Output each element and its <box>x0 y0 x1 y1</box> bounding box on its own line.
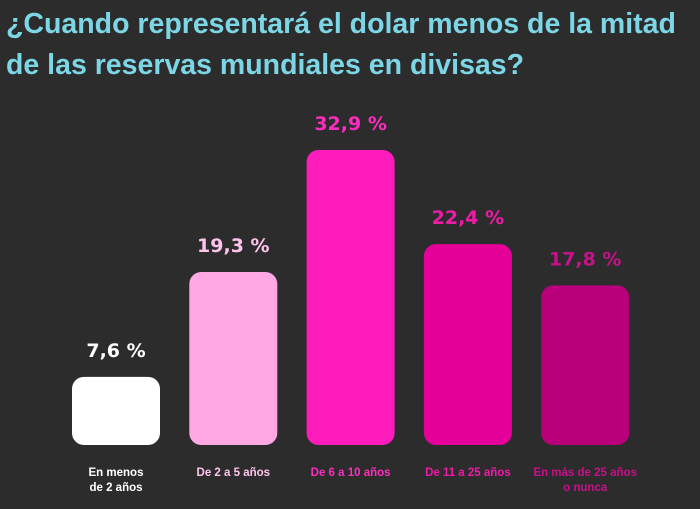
bar <box>189 271 278 445</box>
category-label: En más de 25 años o nunca <box>533 467 637 494</box>
value-label: 22,4 % <box>432 207 505 229</box>
bar <box>306 150 395 445</box>
category-label-line: En menos <box>89 467 144 479</box>
category-label-line: De 6 a 10 años <box>311 467 391 479</box>
category-label-line: de 2 años <box>89 482 142 494</box>
value-label: 17,8 % <box>549 248 622 270</box>
bar <box>541 285 630 445</box>
category-label-line: De 2 a 5 años <box>197 467 271 479</box>
value-label: 7,6 % <box>86 340 145 362</box>
category-label: De 11 a 25 años <box>425 467 511 479</box>
category-label-line: En más de 25 años <box>533 467 637 479</box>
bar <box>72 376 160 445</box>
value-label: 32,9 % <box>314 113 387 135</box>
category-label: De 6 a 10 años <box>311 467 391 479</box>
category-label: En menos de 2 años <box>89 467 144 494</box>
category-label: De 2 a 5 años <box>197 467 271 479</box>
value-label: 19,3 % <box>197 235 270 257</box>
bar <box>423 244 512 445</box>
chart-title: ¿Cuando representará el dolar menos de l… <box>6 8 676 81</box>
category-label-line: o nunca <box>563 482 608 494</box>
category-label-line: De 11 a 25 años <box>425 467 511 479</box>
